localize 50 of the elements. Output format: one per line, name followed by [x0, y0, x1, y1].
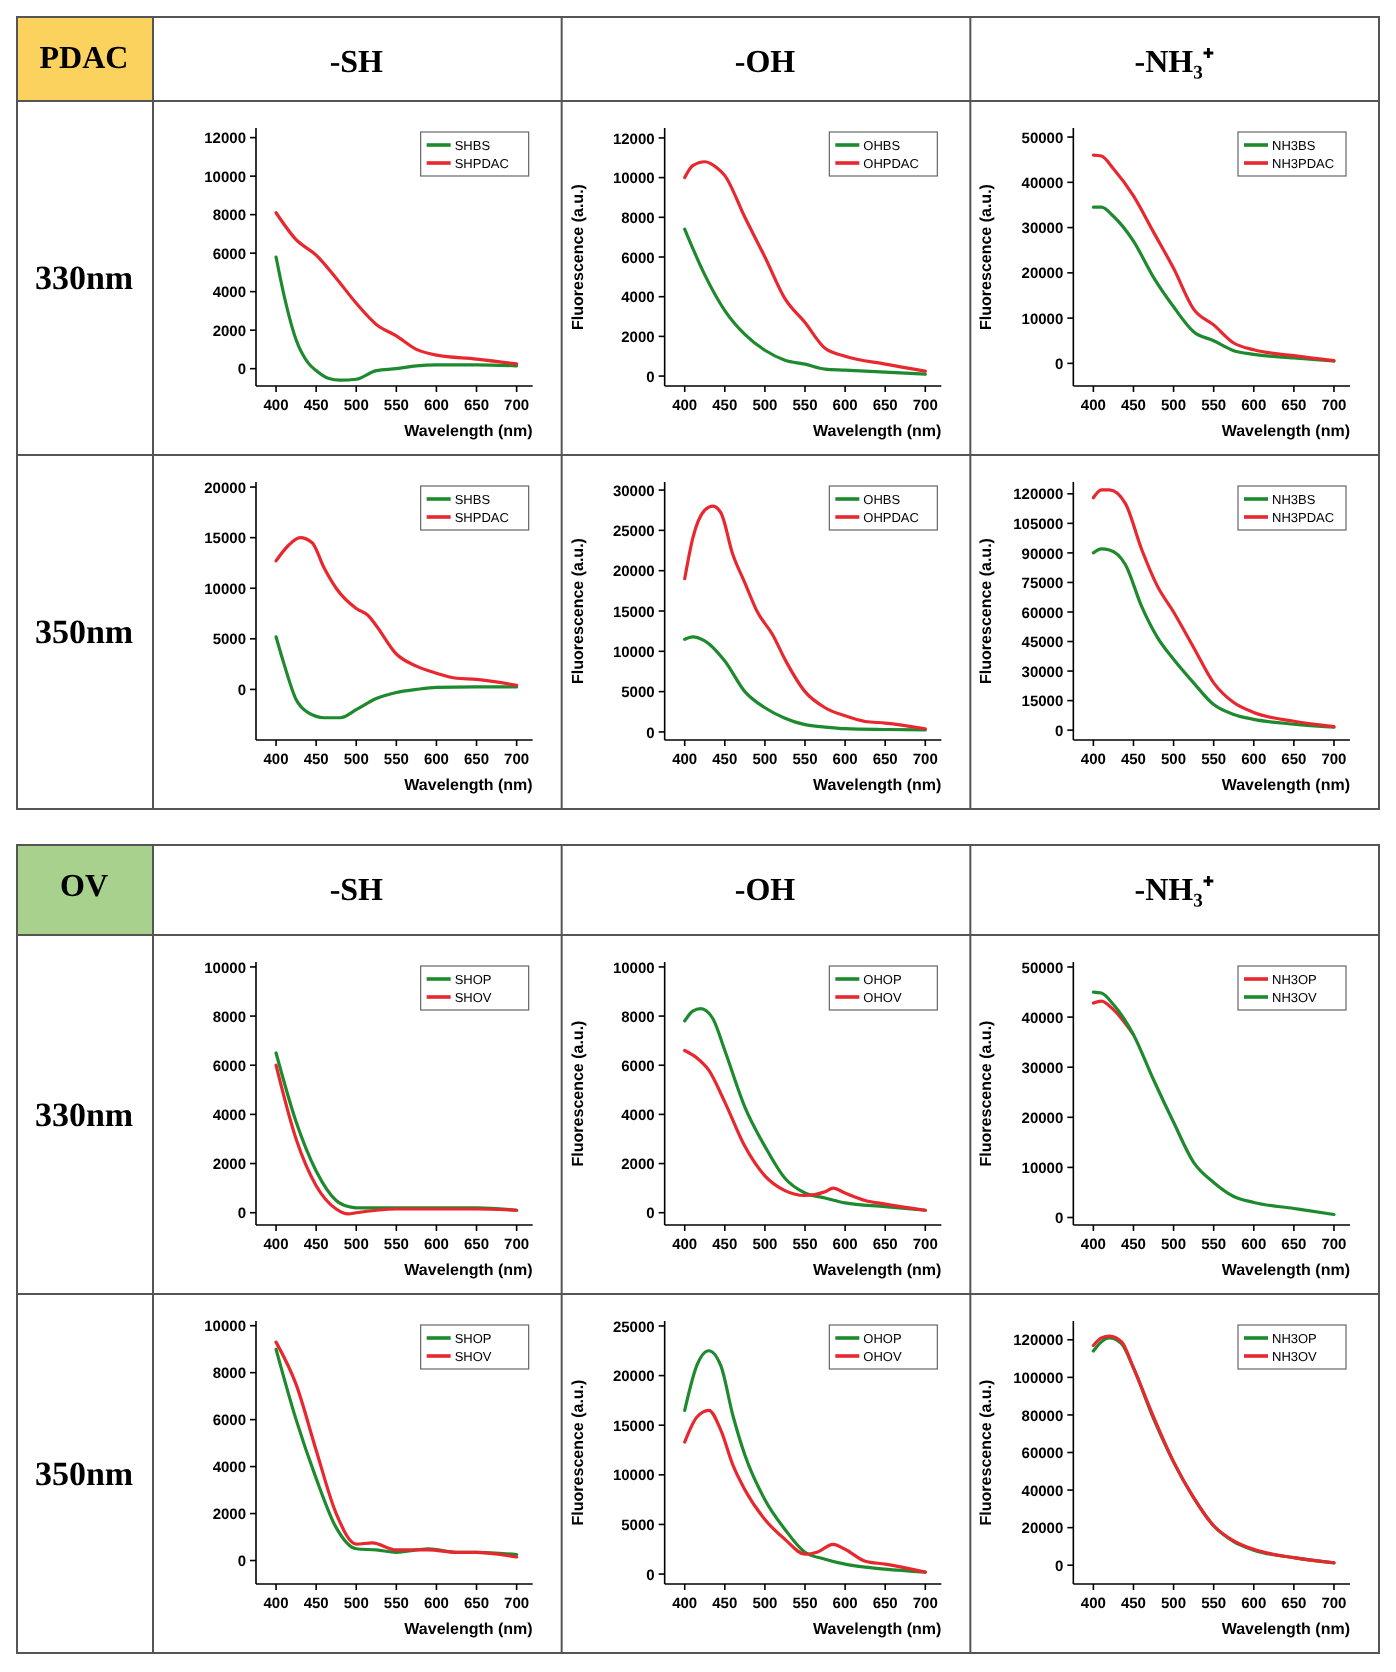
text: 350nm [34, 613, 134, 651]
text: -SH [329, 874, 385, 908]
line-series [683, 1048, 927, 1212]
line-series [683, 1007, 927, 1212]
text: 330nm [34, 259, 134, 297]
text: -OH [734, 874, 797, 908]
line-series [1091, 547, 1336, 729]
text: PDAC [39, 42, 129, 76]
line-series [1091, 990, 1336, 1217]
line-series [1091, 999, 1136, 1037]
line-series [274, 536, 519, 687]
line-series [683, 1408, 927, 1574]
y-axis-title: Fluorescence (a.u.) [977, 1019, 996, 1167]
line-series [683, 227, 927, 376]
line-series [274, 635, 519, 720]
y-axis-title: Fluorescence (a.u.) [977, 537, 996, 684]
y-axis-title: Fluorescence (a.u.) [568, 1019, 587, 1167]
x-axis-title: Wavelength (nm) [813, 776, 942, 794]
line-series [274, 255, 519, 382]
x-axis-title: Wavelength (nm) [1221, 776, 1351, 794]
x-axis-title: Wavelength (nm) [404, 422, 534, 440]
x-axis-title: Wavelength (nm) [404, 1261, 534, 1279]
line-series [683, 160, 927, 373]
y-axis-title: Fluorescence (a.u.) [568, 1378, 587, 1526]
x-axis-title: Wavelength (nm) [813, 1261, 942, 1279]
x-axis-title: Wavelength (nm) [813, 1620, 942, 1638]
y-axis-title: Fluorescence (a.u.) [977, 183, 996, 330]
x-axis-title: Wavelength (nm) [404, 776, 534, 794]
y-axis-title: Fluorescence (a.u.) [568, 183, 587, 330]
text: -SH [329, 46, 385, 80]
text: -NH₃⁺ [1134, 46, 1215, 80]
y-axis-title: Fluorescence (a.u.) [977, 1378, 996, 1526]
x-axis-title: Wavelength (nm) [1221, 1261, 1351, 1279]
line-series [1091, 205, 1336, 363]
x-axis-title: Wavelength (nm) [1221, 1620, 1351, 1638]
y-axis-title: Fluorescence (a.u.) [568, 537, 587, 684]
text: -OH [734, 46, 797, 80]
line-series [1091, 153, 1336, 363]
line-series [683, 635, 927, 732]
x-axis-title: Wavelength (nm) [404, 1620, 534, 1638]
text: 350nm [34, 1454, 134, 1493]
x-axis-title: Wavelength (nm) [813, 422, 942, 440]
text: OV [60, 870, 109, 904]
text: 330nm [34, 1095, 134, 1134]
line-series [683, 1349, 927, 1574]
line-series [683, 504, 927, 731]
x-axis-title: Wavelength (nm) [1221, 422, 1351, 440]
line-series [1091, 488, 1336, 729]
text: -NH₃⁺ [1134, 874, 1215, 908]
line-series [274, 211, 519, 366]
